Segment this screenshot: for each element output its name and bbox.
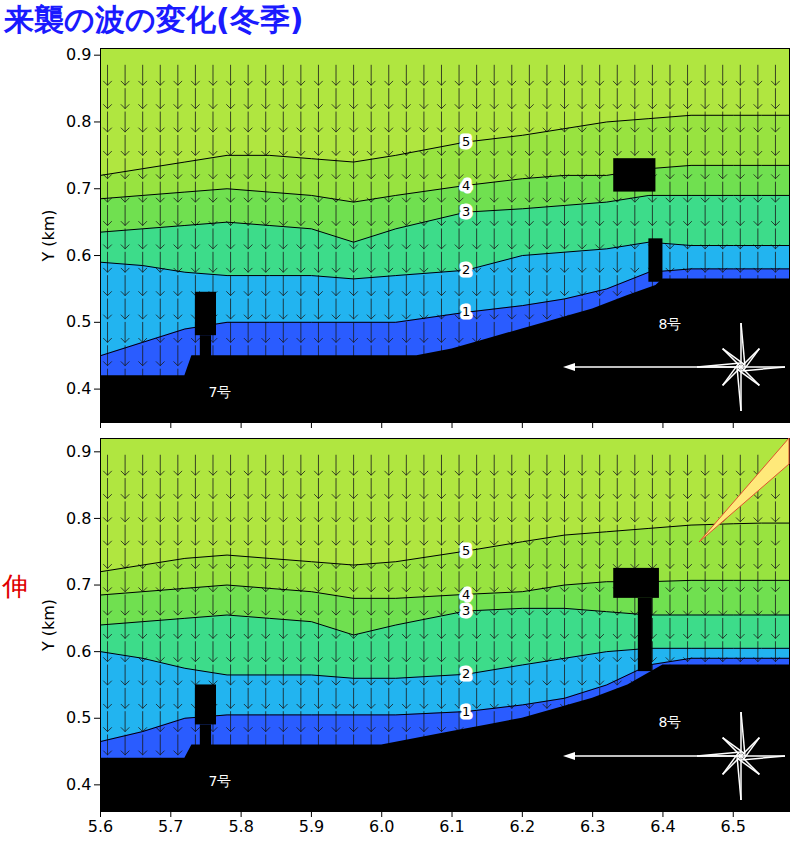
svg-text:5.9: 5.9 — [299, 817, 324, 836]
svg-text:0.7: 0.7 — [66, 179, 91, 198]
svg-text:5.8: 5.8 — [228, 817, 253, 836]
svg-text:5: 5 — [462, 134, 470, 149]
svg-text:3: 3 — [462, 204, 470, 219]
svg-text:8号: 8号 — [659, 714, 682, 730]
svg-text:7号: 7号 — [209, 773, 232, 789]
svg-text:5.6: 5.6 — [88, 817, 113, 836]
svg-text:4: 4 — [462, 178, 470, 193]
svg-text:6.4: 6.4 — [650, 817, 675, 836]
svg-text:0.6: 0.6 — [66, 642, 91, 661]
svg-text:Y (km): Y (km) — [39, 209, 58, 262]
svg-text:0.5: 0.5 — [66, 312, 91, 331]
svg-text:0.9: 0.9 — [66, 442, 91, 461]
svg-text:1: 1 — [462, 304, 470, 319]
svg-text:7号: 7号 — [209, 384, 232, 400]
svg-text:0.6: 0.6 — [66, 246, 91, 265]
svg-text:0.9: 0.9 — [66, 45, 91, 64]
svg-text:1: 1 — [462, 704, 470, 719]
svg-text:4: 4 — [462, 587, 470, 602]
svg-text:0.7: 0.7 — [66, 575, 91, 594]
svg-text:6.3: 6.3 — [580, 817, 605, 836]
svg-text:2: 2 — [462, 262, 470, 277]
svg-text:5.7: 5.7 — [158, 817, 183, 836]
svg-text:6.0: 6.0 — [369, 817, 394, 836]
svg-text:0.4: 0.4 — [66, 379, 91, 398]
html-text:来襲の波の変化(冬季): 来襲の波の変化(冬季) — [4, 2, 304, 37]
svg-text:Y (km): Y (km) — [39, 599, 58, 652]
svg-text:0.4: 0.4 — [66, 775, 91, 794]
svg-text:5: 5 — [462, 543, 470, 558]
html-text:伸: 伸 — [2, 570, 28, 601]
svg-text:0.8: 0.8 — [66, 509, 91, 528]
svg-text:3: 3 — [462, 603, 470, 618]
svg-text:6.1: 6.1 — [439, 817, 464, 836]
svg-text:0.5: 0.5 — [66, 708, 91, 727]
svg-text:6.5: 6.5 — [721, 817, 746, 836]
svg-text:2: 2 — [462, 666, 470, 681]
svg-text:8号: 8号 — [659, 316, 682, 332]
svg-text:6.2: 6.2 — [510, 817, 535, 836]
svg-text:0.8: 0.8 — [66, 112, 91, 131]
